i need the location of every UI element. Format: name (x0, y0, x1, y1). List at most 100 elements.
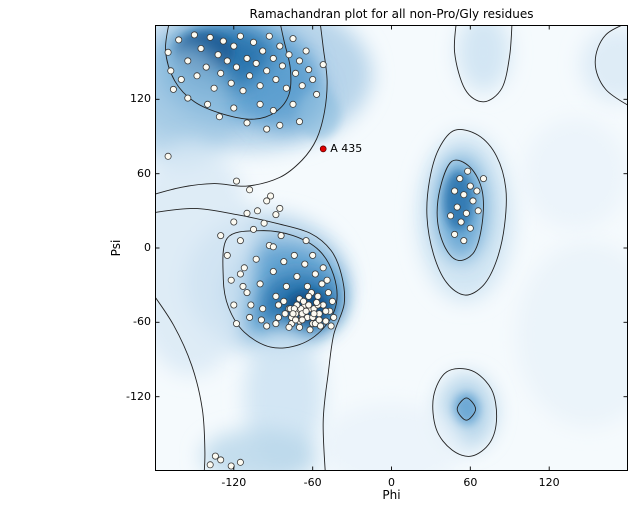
residue-point (190, 31, 198, 39)
residue-point (265, 32, 273, 40)
residue-point (330, 313, 338, 321)
residue-point (233, 177, 241, 185)
residue-point (243, 289, 251, 297)
residue-point (306, 326, 314, 334)
residue-point (247, 301, 255, 309)
residue-point (460, 191, 468, 199)
axes-border (155, 25, 628, 471)
residue-point (269, 54, 277, 62)
residue-point (289, 35, 297, 43)
contour-line (155, 207, 346, 471)
residue-point (457, 218, 465, 226)
residue-point (276, 42, 284, 50)
residue-point (236, 237, 244, 245)
residue-point (193, 72, 201, 80)
annotation-layer: A 435 (319, 142, 362, 155)
residue-point (318, 280, 326, 288)
residue-point (289, 310, 297, 318)
residue-point (230, 42, 238, 50)
residue-point (256, 82, 264, 90)
residue-point (240, 264, 248, 272)
residue-point (302, 47, 310, 55)
residue-point (227, 462, 235, 470)
residue-point (267, 192, 275, 200)
residue-point (327, 322, 335, 330)
residue-point (299, 297, 307, 305)
residue-point (285, 51, 293, 59)
residue-point (282, 84, 290, 92)
residue-point (313, 90, 321, 98)
residue-point (324, 289, 332, 297)
residue-point (210, 84, 218, 92)
residue-point (447, 212, 455, 220)
residue-point (298, 316, 306, 324)
residue-point (277, 232, 285, 240)
residue-point (305, 66, 313, 74)
residue-point (204, 100, 212, 108)
density-blob (155, 43, 234, 168)
density-blob (522, 117, 628, 230)
residue-point (315, 316, 323, 324)
residue-point (243, 209, 251, 217)
residue-point (169, 85, 177, 93)
residue-point (456, 175, 464, 183)
contour-line (426, 129, 507, 296)
x-tick-label: 0 (388, 476, 395, 489)
contour-line (432, 368, 498, 457)
residue-point (243, 119, 251, 127)
residue-point (215, 113, 223, 121)
residue-point (246, 313, 254, 321)
plot-area: A 435 (155, 25, 628, 471)
residue-point (217, 456, 225, 464)
residue-point (272, 292, 280, 300)
residue-point (282, 282, 290, 290)
density-blob (298, 89, 341, 139)
residue-point (252, 255, 260, 263)
residue-point (206, 33, 214, 41)
residue-point (314, 292, 322, 300)
density-blob (580, 27, 628, 102)
residue-point (259, 47, 267, 55)
residue-point (230, 301, 238, 309)
residue-point (295, 57, 303, 65)
residue-point (310, 310, 318, 318)
residue-point (233, 320, 241, 328)
residue-point (272, 76, 280, 84)
residue-point (293, 272, 301, 280)
contour-line (222, 230, 338, 349)
residue-point (316, 322, 324, 330)
residue-point (246, 186, 254, 194)
residue-point (289, 100, 297, 108)
residue-point (211, 452, 219, 460)
ramachandran-plot-canvas: A 435 (155, 25, 628, 471)
residue-point (256, 280, 264, 288)
residue-point (252, 59, 260, 67)
residue-point (250, 38, 258, 46)
residue-point (281, 310, 289, 318)
residue-point (466, 224, 474, 232)
residue-point (275, 301, 283, 309)
residue-point (285, 323, 293, 331)
residue-point (303, 282, 311, 290)
highlighted-residue-label: A 435 (330, 142, 362, 155)
residue-point (236, 458, 244, 466)
residue-point (319, 264, 327, 272)
residue-point (227, 79, 235, 87)
residue-point (311, 270, 319, 278)
residue-point (292, 316, 300, 324)
residue-point (236, 32, 244, 40)
residue-point (464, 167, 472, 175)
residue-point (269, 267, 277, 275)
residue-point (328, 297, 336, 305)
residue-point (257, 316, 265, 324)
residue-point (474, 207, 482, 215)
density-blob (516, 241, 628, 428)
residue-point (250, 225, 258, 233)
residue-point (305, 301, 313, 309)
residue-point (219, 37, 227, 45)
density-blob (457, 25, 510, 92)
residue-point (278, 62, 286, 70)
residue-point (302, 237, 310, 245)
density-blob (155, 140, 255, 376)
residue-point (230, 218, 238, 226)
